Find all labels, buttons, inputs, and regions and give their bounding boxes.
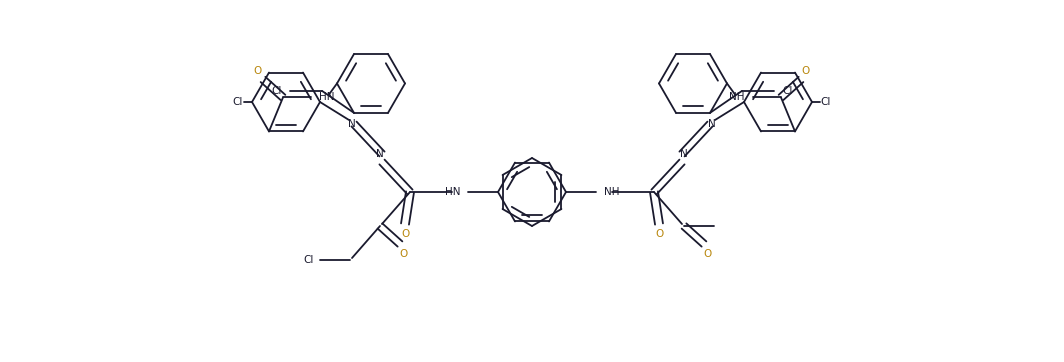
Text: N: N (348, 119, 355, 129)
Text: O: O (802, 67, 810, 76)
Text: HN: HN (445, 187, 460, 197)
Text: O: O (704, 249, 712, 259)
Text: O: O (254, 67, 262, 76)
Text: N: N (709, 119, 716, 129)
Text: O: O (401, 229, 410, 239)
Text: Cl: Cl (820, 97, 831, 107)
Text: N: N (377, 149, 384, 159)
Text: Cl: Cl (303, 255, 314, 265)
Text: N: N (680, 149, 687, 159)
Text: Cl: Cl (233, 97, 244, 107)
Text: O: O (654, 229, 663, 239)
Text: NH: NH (730, 92, 745, 102)
Text: HN: HN (319, 92, 334, 102)
Text: Cl: Cl (782, 86, 793, 96)
Text: O: O (400, 249, 409, 259)
Text: Cl: Cl (271, 86, 282, 96)
Text: NH: NH (604, 187, 619, 197)
